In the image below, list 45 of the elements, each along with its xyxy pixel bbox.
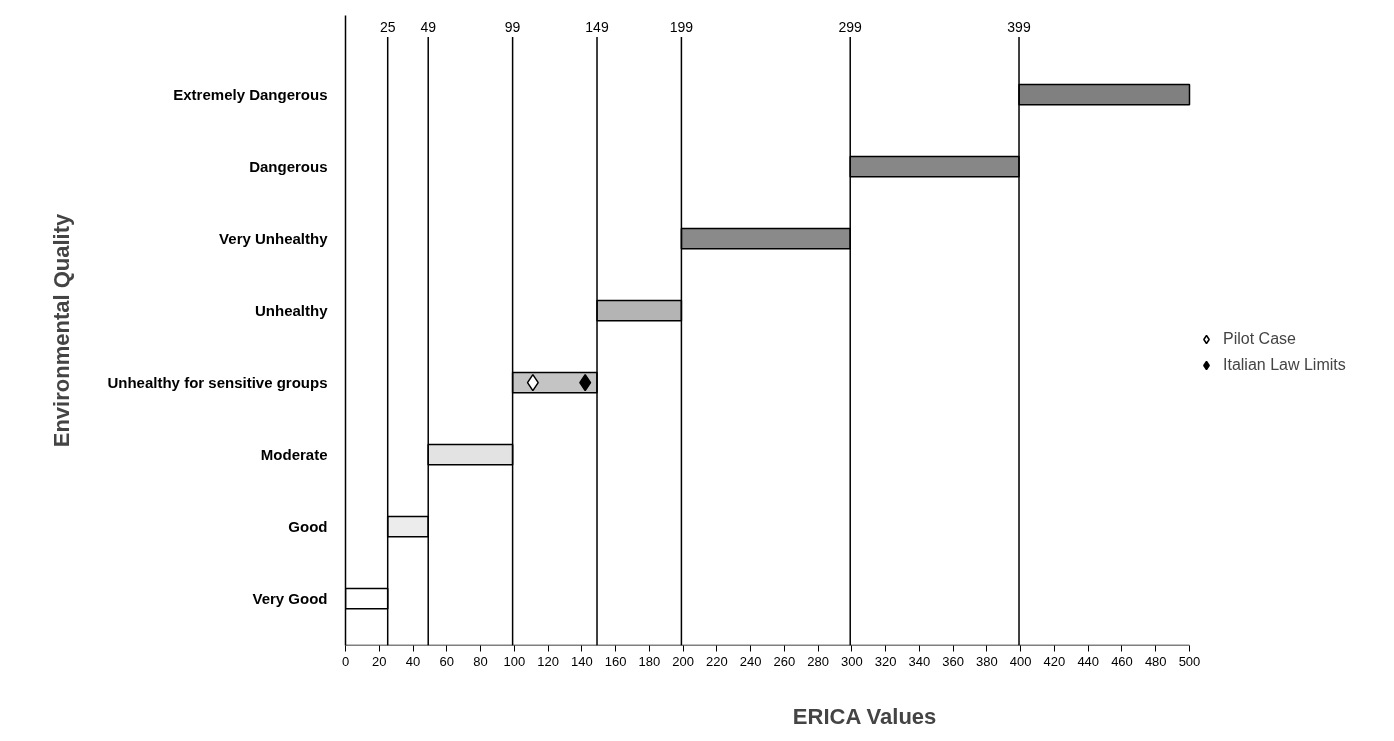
y-tick-label: Very Good <box>252 590 328 608</box>
y-tick-label: Extremely Dangerous <box>173 86 328 104</box>
x-tick-label: 80 <box>473 653 488 669</box>
x-tick-label: 200 <box>672 653 694 669</box>
x-tick-label: 460 <box>1111 653 1133 669</box>
y-axis-title: Environmental Quality <box>49 212 75 448</box>
x-tick-label: 400 <box>1009 653 1032 669</box>
x-tick-label: 160 <box>604 653 627 669</box>
x-tick-label: 0 <box>341 653 350 669</box>
x-tick-label: 220 <box>706 653 728 669</box>
y-tick-label: Good <box>288 518 328 536</box>
x-tick-label: 120 <box>537 653 559 669</box>
ref-line-label: 49 <box>420 19 437 36</box>
x-tick-label: 440 <box>1077 653 1100 669</box>
y-tick-label: Very Unhealthy <box>219 230 329 248</box>
x-tick-label: 260 <box>773 653 796 669</box>
x-tick-label: 360 <box>942 653 965 669</box>
x-tick-label: 300 <box>841 653 863 669</box>
x-tick-label: 60 <box>439 653 455 669</box>
ref-line-label: 99 <box>504 19 521 36</box>
y-tick-label: Dangerous <box>249 158 328 176</box>
y-tick-label: Moderate <box>260 446 328 464</box>
x-tick-label: 500 <box>1178 653 1201 669</box>
x-tick-label: 40 <box>405 653 421 669</box>
y-tick-label: Unhealthy for sensitive groups <box>107 374 328 392</box>
ref-line-label: 399 <box>1007 19 1031 36</box>
ref-line-label: 25 <box>379 19 396 36</box>
x-tick-label: 380 <box>976 653 998 669</box>
x-tick-label: 280 <box>807 653 829 669</box>
ref-line-label: 299 <box>838 19 863 36</box>
legend-label: Pilot Case <box>1223 330 1296 348</box>
y-tick-label: Unhealthy <box>254 302 329 320</box>
ref-line-label: 149 <box>585 19 609 36</box>
x-tick-label: 140 <box>570 653 593 669</box>
x-tick-label: 20 <box>372 653 387 669</box>
legend-label: Italian Law Limits <box>1223 356 1346 374</box>
x-tick-label: 420 <box>1043 653 1066 669</box>
x-tick-label: 320 <box>874 653 897 669</box>
x-tick-label: 180 <box>638 653 661 669</box>
ref-line-label: 199 <box>669 19 694 36</box>
x-tick-label: 240 <box>739 653 762 669</box>
x-tick-label: 480 <box>1144 653 1167 669</box>
x-axis-title: ERICA Values <box>792 703 937 729</box>
x-tick-label: 340 <box>908 653 931 669</box>
x-tick-label: 100 <box>503 653 526 669</box>
